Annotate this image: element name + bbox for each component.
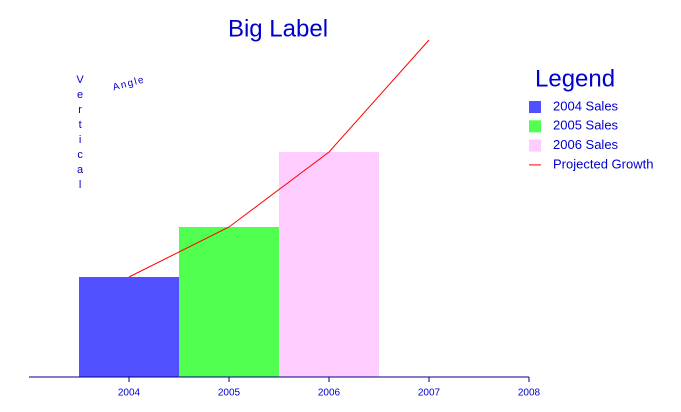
legend-label: Projected Growth (553, 156, 653, 171)
x-tick-label: 2004 (118, 388, 141, 399)
bar (79, 277, 179, 377)
vertical-annotation: Vertical (74, 74, 86, 194)
line-series (128, 39, 430, 278)
x-tick-label: 2007 (418, 388, 441, 399)
bar (279, 152, 379, 377)
legend-swatch (529, 101, 541, 113)
x-tick-label: 2006 (318, 388, 341, 399)
x-tick-label: 2008 (518, 388, 541, 399)
legend-label: 2006 Sales (553, 137, 619, 152)
x-tick-label: 2005 (218, 388, 241, 399)
bar (179, 227, 279, 377)
legend-swatch (529, 139, 541, 152)
legend-title: Legend (535, 65, 615, 92)
chart-title: Big Label (228, 15, 328, 42)
legend-label: 2005 Sales (553, 118, 619, 133)
legend-swatch (529, 120, 541, 133)
legend-label: 2004 Sales (553, 98, 619, 113)
